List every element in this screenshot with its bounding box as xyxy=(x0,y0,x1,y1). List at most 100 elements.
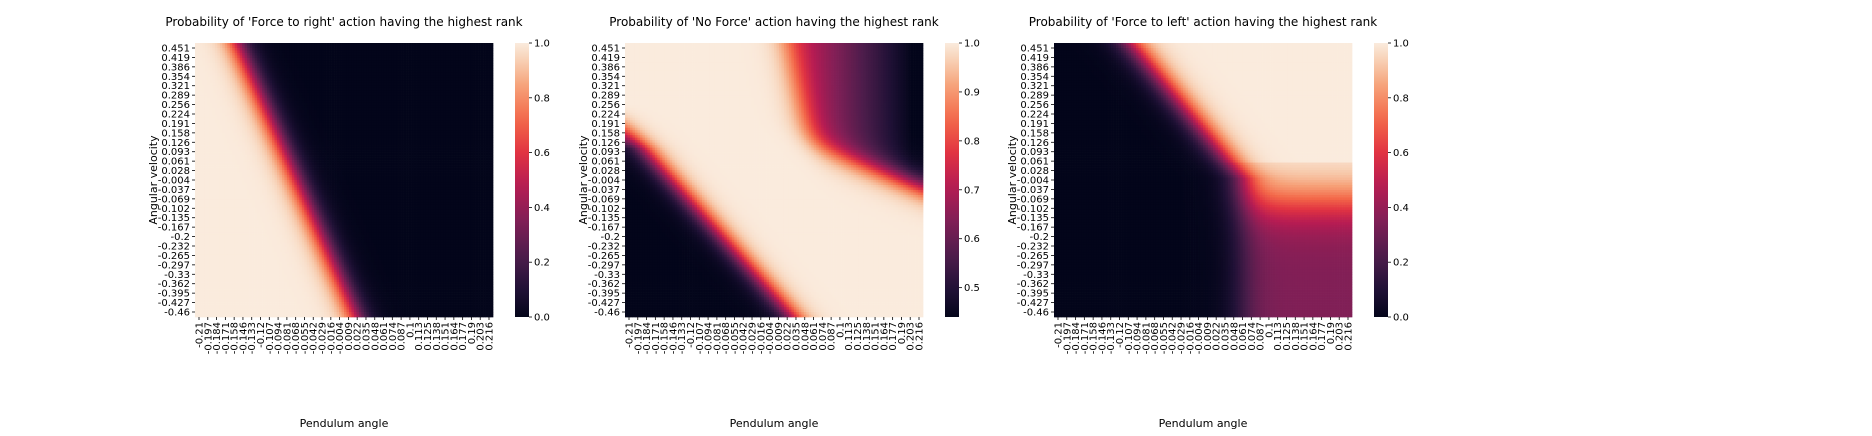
heatmap-cell xyxy=(309,103,312,106)
heatmap-cell xyxy=(443,60,446,63)
heatmap-cell xyxy=(491,80,494,83)
heatmap-cell xyxy=(287,80,290,83)
heatmap-cell xyxy=(414,88,417,91)
heatmap-cell xyxy=(414,68,417,71)
heatmap-cell xyxy=(289,43,292,46)
heatmap-cell xyxy=(364,50,367,53)
heatmap-cell xyxy=(265,50,268,53)
heatmap-cell xyxy=(379,80,382,83)
heatmap-cell xyxy=(394,93,397,96)
heatmap-cell xyxy=(384,50,387,53)
heatmap-cell xyxy=(404,45,407,48)
heatmap-cell xyxy=(349,78,352,81)
heatmap-cell xyxy=(277,105,280,108)
heatmap-cell xyxy=(451,78,454,81)
heatmap-cell xyxy=(262,45,265,48)
heatmap-cell xyxy=(389,98,392,101)
heatmap-cell xyxy=(451,68,454,71)
heatmap-cell xyxy=(468,83,471,86)
heatmap-cell xyxy=(466,60,469,63)
heatmap-cell xyxy=(453,45,456,48)
heatmap-cell xyxy=(210,75,213,78)
heatmap-cell xyxy=(332,100,335,103)
heatmap-cell xyxy=(200,100,203,103)
heatmap-cell xyxy=(426,78,429,81)
heatmap-cell xyxy=(220,55,223,58)
heatmap-cell xyxy=(351,48,354,51)
heatmap-cell xyxy=(351,90,354,93)
heatmap-cell xyxy=(448,98,451,101)
heatmap-cell xyxy=(371,45,374,48)
heatmap-cell xyxy=(282,93,285,96)
heatmap-cell xyxy=(374,63,377,66)
heatmap-cell xyxy=(332,105,335,108)
heatmap-cell xyxy=(195,85,198,88)
heatmap-cell xyxy=(346,88,349,91)
heatmap-cell xyxy=(364,60,367,63)
heatmap-cell xyxy=(240,43,243,46)
heatmap-cell xyxy=(463,70,466,73)
heatmap-cell xyxy=(414,75,417,78)
heatmap-cell xyxy=(481,83,484,86)
heatmap-cell xyxy=(448,70,451,73)
heatmap-cell xyxy=(270,108,273,111)
heatmap-cell xyxy=(299,58,302,61)
heatmap-cell xyxy=(342,98,345,101)
heatmap-cell xyxy=(197,60,200,63)
heatmap-cell xyxy=(426,58,429,61)
heatmap-cell xyxy=(419,105,422,108)
heatmap-cell xyxy=(197,85,200,88)
heatmap-cell xyxy=(297,88,300,91)
heatmap-cell xyxy=(215,70,218,73)
heatmap-cell xyxy=(217,85,220,88)
heatmap-cell xyxy=(210,65,213,68)
heatmap-cell xyxy=(414,93,417,96)
heatmap-cell xyxy=(212,98,215,101)
heatmap-cell xyxy=(381,50,384,53)
heatmap-cell xyxy=(304,60,307,63)
heatmap-cell xyxy=(463,88,466,91)
heatmap-cell xyxy=(210,78,213,81)
heatmap-cell xyxy=(419,80,422,83)
heatmap-cell xyxy=(481,75,484,78)
heatmap-cell xyxy=(289,78,292,81)
heatmap-cell xyxy=(396,43,399,46)
heatmap-cell xyxy=(473,80,476,83)
heatmap-cell xyxy=(349,43,352,46)
heatmap-cell xyxy=(247,43,250,46)
heatmap-cell xyxy=(416,60,419,63)
heatmap-cell xyxy=(262,70,265,73)
heatmap-cell xyxy=(428,90,431,93)
heatmap-cell xyxy=(458,73,461,76)
heatmap-cell xyxy=(317,98,320,101)
heatmap-cell xyxy=(476,50,479,53)
heatmap-cell xyxy=(346,65,349,68)
heatmap-cell xyxy=(448,90,451,93)
heatmap-cell xyxy=(381,58,384,61)
heatmap-cell xyxy=(297,60,300,63)
heatmap-cell xyxy=(463,98,466,101)
heatmap-cell xyxy=(491,100,494,103)
heatmap-cell xyxy=(396,53,399,56)
heatmap-cell xyxy=(195,93,198,96)
heatmap-cell xyxy=(247,78,250,81)
heatmap-cell xyxy=(366,103,369,106)
heatmap-cell xyxy=(448,45,451,48)
heatmap-cell xyxy=(227,100,230,103)
heatmap-cell xyxy=(217,98,220,101)
heatmap-cell xyxy=(299,45,302,48)
heatmap-cell xyxy=(312,95,315,98)
heatmap-cell xyxy=(220,88,223,91)
heatmap-cell xyxy=(197,78,200,81)
heatmap-cell xyxy=(225,85,228,88)
heatmap-cell xyxy=(215,93,218,96)
heatmap-cell xyxy=(399,75,402,78)
heatmap-cell xyxy=(245,60,248,63)
heatmap-cell xyxy=(436,88,439,91)
heatmap-cell xyxy=(212,80,215,83)
heatmap-cell xyxy=(332,65,335,68)
heatmap-cell xyxy=(483,43,486,46)
heatmap-cell xyxy=(309,43,312,46)
heatmap-cell xyxy=(473,65,476,68)
heatmap-cell xyxy=(309,60,312,63)
